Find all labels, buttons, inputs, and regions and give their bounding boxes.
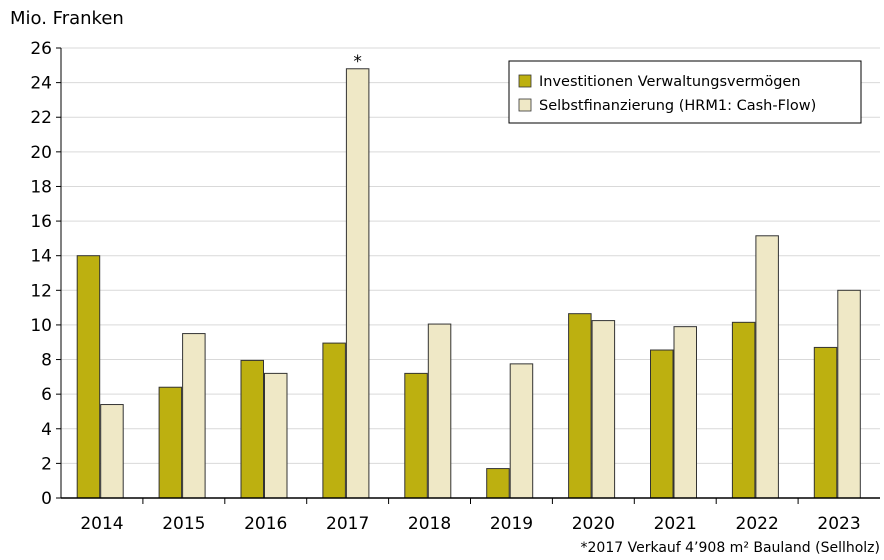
y-tick-label: 24	[30, 74, 52, 94]
bar-selbstfinanzierung-2019	[509, 363, 534, 499]
bar-investitionen-2017	[322, 342, 346, 499]
x-tick-label: 2022	[736, 514, 779, 534]
y-tick-label: 22	[30, 108, 52, 128]
bars: *	[76, 52, 861, 499]
bar-selbstfinanzierung-2023	[837, 289, 861, 499]
y-tick-label: 0	[41, 489, 52, 509]
y-tick-label: 6	[41, 385, 52, 405]
y-tick-label: 2	[41, 454, 52, 474]
bar-selbstfinanzierung-2020	[591, 320, 616, 499]
y-tick-label: 26	[30, 39, 52, 59]
bar-investitionen-2019	[486, 468, 510, 499]
bar-selbstfinanzierung-2016	[264, 372, 288, 499]
y-tick-label: 16	[30, 212, 52, 232]
bar-investitionen-2023	[813, 346, 838, 499]
legend: Investitionen Verwaltungsvermögen Selbstf…	[508, 60, 862, 124]
x-tick-label: 2018	[408, 514, 451, 534]
y-tick-label: 8	[41, 351, 52, 371]
footnote: *2017 Verkauf 4’908 m² Bauland (Sellholz…	[581, 540, 880, 556]
legend-label: Investitionen Verwaltungsvermögen	[539, 74, 801, 90]
x-tick-label: 2023	[817, 514, 860, 534]
x-tick-label: 2015	[162, 514, 205, 534]
x-tick-label: 2020	[572, 514, 615, 534]
bar-selbstfinanzierung-2015	[182, 333, 206, 499]
legend-label: Selbstfinanzierung (HRM1: Cash-Flow)	[539, 98, 816, 114]
bar-selbstfinanzierung-2018	[427, 323, 452, 499]
bar-investitionen-2015	[158, 386, 183, 499]
bar-investitionen-2014	[76, 255, 101, 499]
bar-investitionen-2021	[650, 349, 674, 499]
x-tick-label: 2016	[244, 514, 287, 534]
legend-box	[508, 60, 862, 124]
y-tick-label: 10	[30, 316, 52, 336]
x-tick-label: 2017	[326, 514, 369, 534]
y-axis-label: Mio. Franken	[10, 8, 124, 29]
bar-investitionen-2022	[731, 321, 756, 499]
legend-swatch	[518, 98, 532, 112]
x-tick-label: 2019	[490, 514, 533, 534]
bar-annotation: *	[353, 52, 362, 72]
y-tick-label: 12	[30, 281, 52, 301]
bar-selbstfinanzierung-2021	[673, 326, 697, 499]
bar-investitionen-2020	[568, 313, 592, 499]
y-tick-label: 20	[30, 143, 52, 163]
y-tick-label: 14	[30, 247, 52, 267]
bar-selbstfinanzierung-2014	[100, 404, 124, 499]
bar-investitionen-2018	[404, 372, 428, 499]
x-tick-label: 2014	[80, 514, 123, 534]
legend-swatch	[518, 74, 532, 88]
bar-selbstfinanzierung-2017	[345, 68, 370, 499]
bar-selbstfinanzierung-2022	[755, 235, 779, 499]
y-tick-label: 4	[41, 420, 52, 440]
y-tick-label: 18	[30, 177, 52, 197]
bar-investitionen-2016	[240, 359, 264, 499]
x-tick-label: 2021	[654, 514, 697, 534]
